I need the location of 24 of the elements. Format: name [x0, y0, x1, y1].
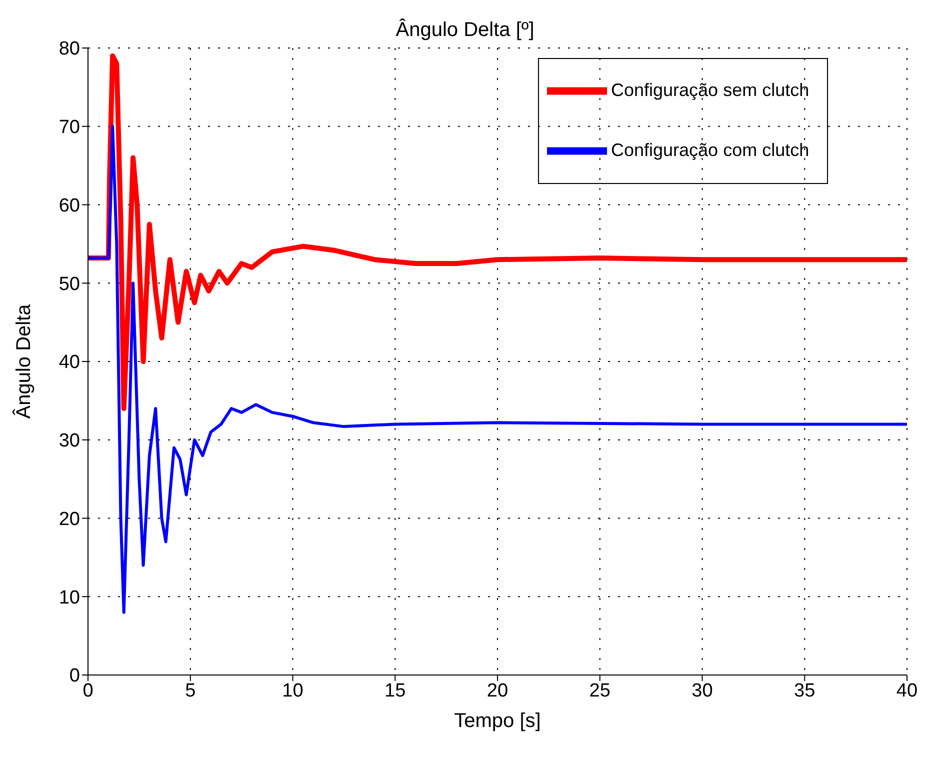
- x-tick-label: 35: [794, 680, 816, 702]
- chart-title: Ângulo Delta [º]: [396, 18, 534, 41]
- x-tick-label: 30: [692, 680, 713, 702]
- x-tick-label: 40: [896, 680, 918, 702]
- y-tick-label: 60: [58, 195, 80, 216]
- x-tick-label: 10: [282, 680, 304, 702]
- y-tick-label: 30: [58, 430, 80, 452]
- y-axis-title: Ângulo Delta: [12, 303, 36, 419]
- y-tick-label: 80: [58, 38, 80, 60]
- x-tick-label: 0: [82, 680, 94, 702]
- legend-label: Configuração sem clutch: [611, 80, 810, 100]
- line-series: [88, 124, 907, 614]
- x-tick-label: 25: [589, 680, 610, 702]
- y-tick-label: 20: [58, 508, 80, 530]
- y-tick-label: 70: [58, 117, 80, 138]
- x-tick-label: 20: [486, 680, 508, 702]
- y-tick-label: 50: [58, 274, 80, 295]
- y-tick-label: 0: [69, 666, 80, 687]
- x-tick-label: 15: [384, 680, 406, 702]
- y-tick-label: 10: [58, 587, 80, 608]
- y-tick-label: 40: [58, 352, 80, 374]
- x-tick-label: 5: [185, 680, 196, 702]
- legend-label: Configuração com clutch: [611, 140, 810, 160]
- x-axis-title: Tempo [s]: [454, 710, 541, 732]
